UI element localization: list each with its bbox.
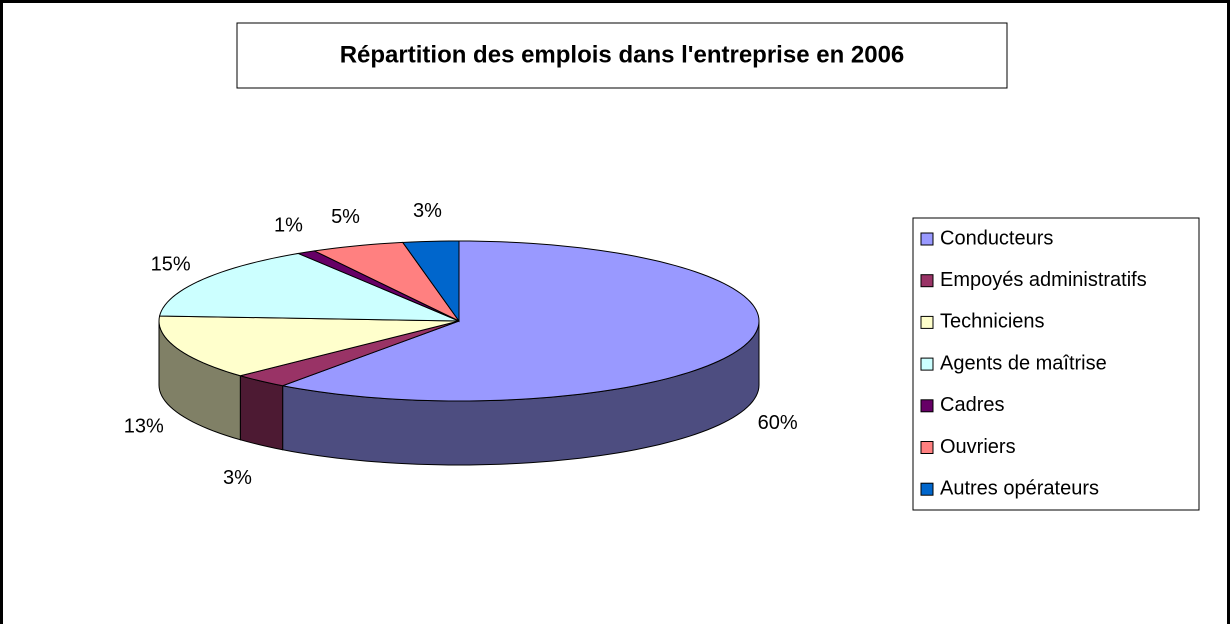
slice bbox=[158, 252, 460, 322]
data-label: 13% bbox=[124, 416, 164, 438]
legend-label: Conducteurs bbox=[940, 227, 1053, 249]
data-label: 5% bbox=[331, 206, 360, 228]
pie bbox=[158, 240, 760, 466]
legend-label: Cadres bbox=[940, 394, 1004, 416]
legend-label: Techniciens bbox=[940, 311, 1045, 333]
legend-swatch bbox=[920, 399, 934, 413]
legend-label: Autres opérateurs bbox=[940, 477, 1099, 499]
legend-label: Empoyés administratifs bbox=[940, 269, 1147, 291]
data-label: 15% bbox=[151, 253, 191, 275]
slice-side bbox=[239, 375, 284, 451]
chart-title: Répartition des emplois dans l'entrepris… bbox=[340, 41, 905, 68]
legend-box bbox=[912, 217, 1200, 511]
slice bbox=[401, 240, 460, 323]
legend-label: Ouvriers bbox=[940, 436, 1016, 458]
data-label: 60% bbox=[758, 412, 798, 434]
title-box bbox=[236, 22, 1008, 89]
data-label: 3% bbox=[223, 467, 252, 489]
legend-label: Agents de maîtrise bbox=[940, 352, 1107, 374]
slice bbox=[280, 240, 760, 402]
legend-swatch bbox=[920, 441, 934, 454]
slice bbox=[158, 315, 460, 377]
legend-swatch bbox=[920, 232, 934, 246]
legend-swatch bbox=[920, 357, 934, 371]
data-label: 3% bbox=[413, 200, 442, 222]
slice bbox=[312, 241, 460, 322]
legend-swatch bbox=[920, 315, 934, 329]
data-label: 1% bbox=[274, 215, 303, 237]
legend-swatch bbox=[920, 274, 934, 288]
legend-swatch bbox=[920, 482, 934, 496]
slice bbox=[238, 320, 460, 387]
